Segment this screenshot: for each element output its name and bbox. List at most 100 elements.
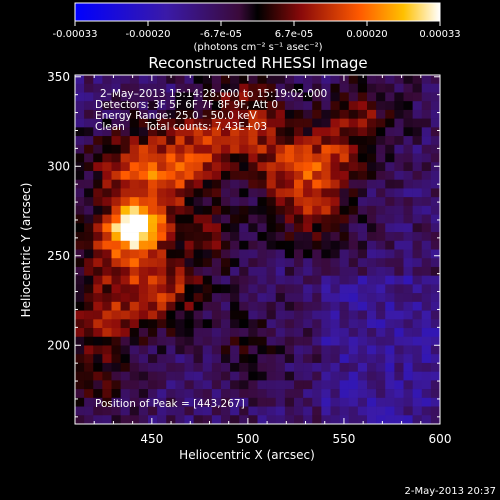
heatmap-cell	[157, 162, 167, 172]
heatmap-cell	[120, 240, 131, 250]
heatmap-cell	[230, 179, 240, 189]
heatmap-cell	[367, 83, 377, 93]
heatmap-cell	[303, 266, 313, 276]
heatmap-cell	[312, 275, 322, 285]
heatmap-cell	[84, 310, 94, 320]
heatmap-cell	[339, 153, 350, 163]
heatmap-cell	[211, 223, 222, 233]
heatmap-cell	[357, 275, 368, 285]
heatmap-cell	[403, 179, 413, 189]
heatmap-cell	[321, 162, 331, 172]
heatmap-cell	[184, 214, 194, 224]
heatmap-cell	[403, 328, 413, 338]
heatmap-cell	[376, 232, 386, 242]
heatmap-cell	[148, 162, 158, 172]
heatmap-cell	[211, 83, 222, 93]
heatmap-cell	[275, 319, 286, 329]
heatmap-cell	[367, 380, 377, 390]
heatmap-cell	[266, 75, 277, 85]
heatmap-cell	[403, 144, 413, 154]
heatmap-cell	[157, 275, 167, 285]
heatmap-cell	[111, 240, 121, 250]
heatmap-cell	[221, 101, 231, 111]
heatmap-cell	[367, 362, 377, 372]
heatmap-cell	[275, 127, 286, 137]
heatmap-cell	[394, 179, 404, 189]
heatmap-cell	[193, 362, 204, 372]
heatmap-cell	[321, 354, 331, 364]
heatmap-cell	[421, 214, 432, 224]
colorbar	[75, 3, 440, 21]
heatmap-cell	[385, 109, 395, 119]
heatmap-cell	[175, 319, 185, 329]
heatmap-cell	[394, 293, 404, 303]
heatmap-cell	[421, 275, 432, 285]
heatmap-cell	[394, 136, 404, 146]
heatmap-cell	[357, 109, 368, 119]
heatmap-cell	[294, 406, 304, 416]
heatmap-cell	[75, 362, 85, 372]
heatmap-cell	[330, 354, 340, 364]
heatmap-cell	[367, 101, 377, 111]
heatmap-cell	[312, 75, 322, 85]
heatmap-cell	[184, 284, 194, 294]
heatmap-cell	[294, 101, 304, 111]
heatmap-cell	[394, 362, 404, 372]
heatmap-cell	[157, 101, 167, 111]
heatmap-cell	[184, 144, 194, 154]
heatmap-cell	[239, 179, 249, 189]
heatmap-cell	[376, 188, 386, 198]
heatmap-cell	[193, 214, 204, 224]
heatmap-cell	[376, 293, 386, 303]
heatmap-cell	[230, 266, 240, 276]
heatmap-cell	[120, 275, 131, 285]
heatmap-cell	[303, 162, 313, 172]
heatmap-cell	[239, 336, 249, 346]
heatmap-cell	[257, 336, 267, 346]
heatmap-cell	[175, 345, 185, 355]
heatmap-cell	[175, 153, 185, 163]
heatmap-cell	[248, 258, 258, 268]
heatmap-cell	[93, 101, 103, 111]
heatmap-cell	[294, 162, 304, 172]
heatmap-cell	[75, 293, 85, 303]
heatmap-cell	[102, 162, 112, 172]
heatmap-cell	[211, 293, 222, 303]
heatmap-cell	[75, 153, 85, 163]
heatmap-cell	[111, 362, 121, 372]
heatmap-cell	[111, 179, 121, 189]
heatmap-cell	[230, 275, 240, 285]
heatmap-cell	[166, 319, 176, 329]
heatmap-cell	[303, 354, 313, 364]
heatmap-cell	[230, 214, 240, 224]
heatmap-cell	[157, 371, 167, 381]
heatmap-cell	[138, 170, 149, 180]
heatmap-cell	[403, 109, 413, 119]
heatmap-cell	[367, 389, 377, 399]
heatmap-cell	[348, 301, 359, 311]
heatmap-cell	[84, 301, 94, 311]
heatmap-cell	[330, 345, 340, 355]
heatmap-cell	[248, 127, 258, 137]
heatmap-cell	[412, 101, 423, 111]
heatmap-cell	[266, 362, 277, 372]
heatmap-cell	[303, 153, 313, 163]
heatmap-cell	[385, 380, 395, 390]
heatmap-cell	[376, 179, 386, 189]
heatmap-cell	[166, 328, 176, 338]
heatmap-cell	[93, 397, 103, 407]
heatmap-cell	[421, 406, 432, 416]
heatmap-cell	[275, 258, 286, 268]
heatmap-cell	[75, 223, 85, 233]
heatmap-cell	[412, 301, 423, 311]
heatmap-cell	[239, 144, 249, 154]
heatmap-cell	[421, 179, 432, 189]
heatmap-cell	[348, 162, 359, 172]
heatmap-cell	[211, 249, 222, 259]
heatmap-cell	[239, 136, 249, 146]
heatmap-cell	[120, 109, 131, 119]
annotation-energy: Energy Range: 25.0 – 50.0 keV	[95, 110, 257, 122]
heatmap-cell	[266, 136, 277, 146]
heatmap-cell	[120, 205, 131, 215]
heatmap-cell	[303, 232, 313, 242]
